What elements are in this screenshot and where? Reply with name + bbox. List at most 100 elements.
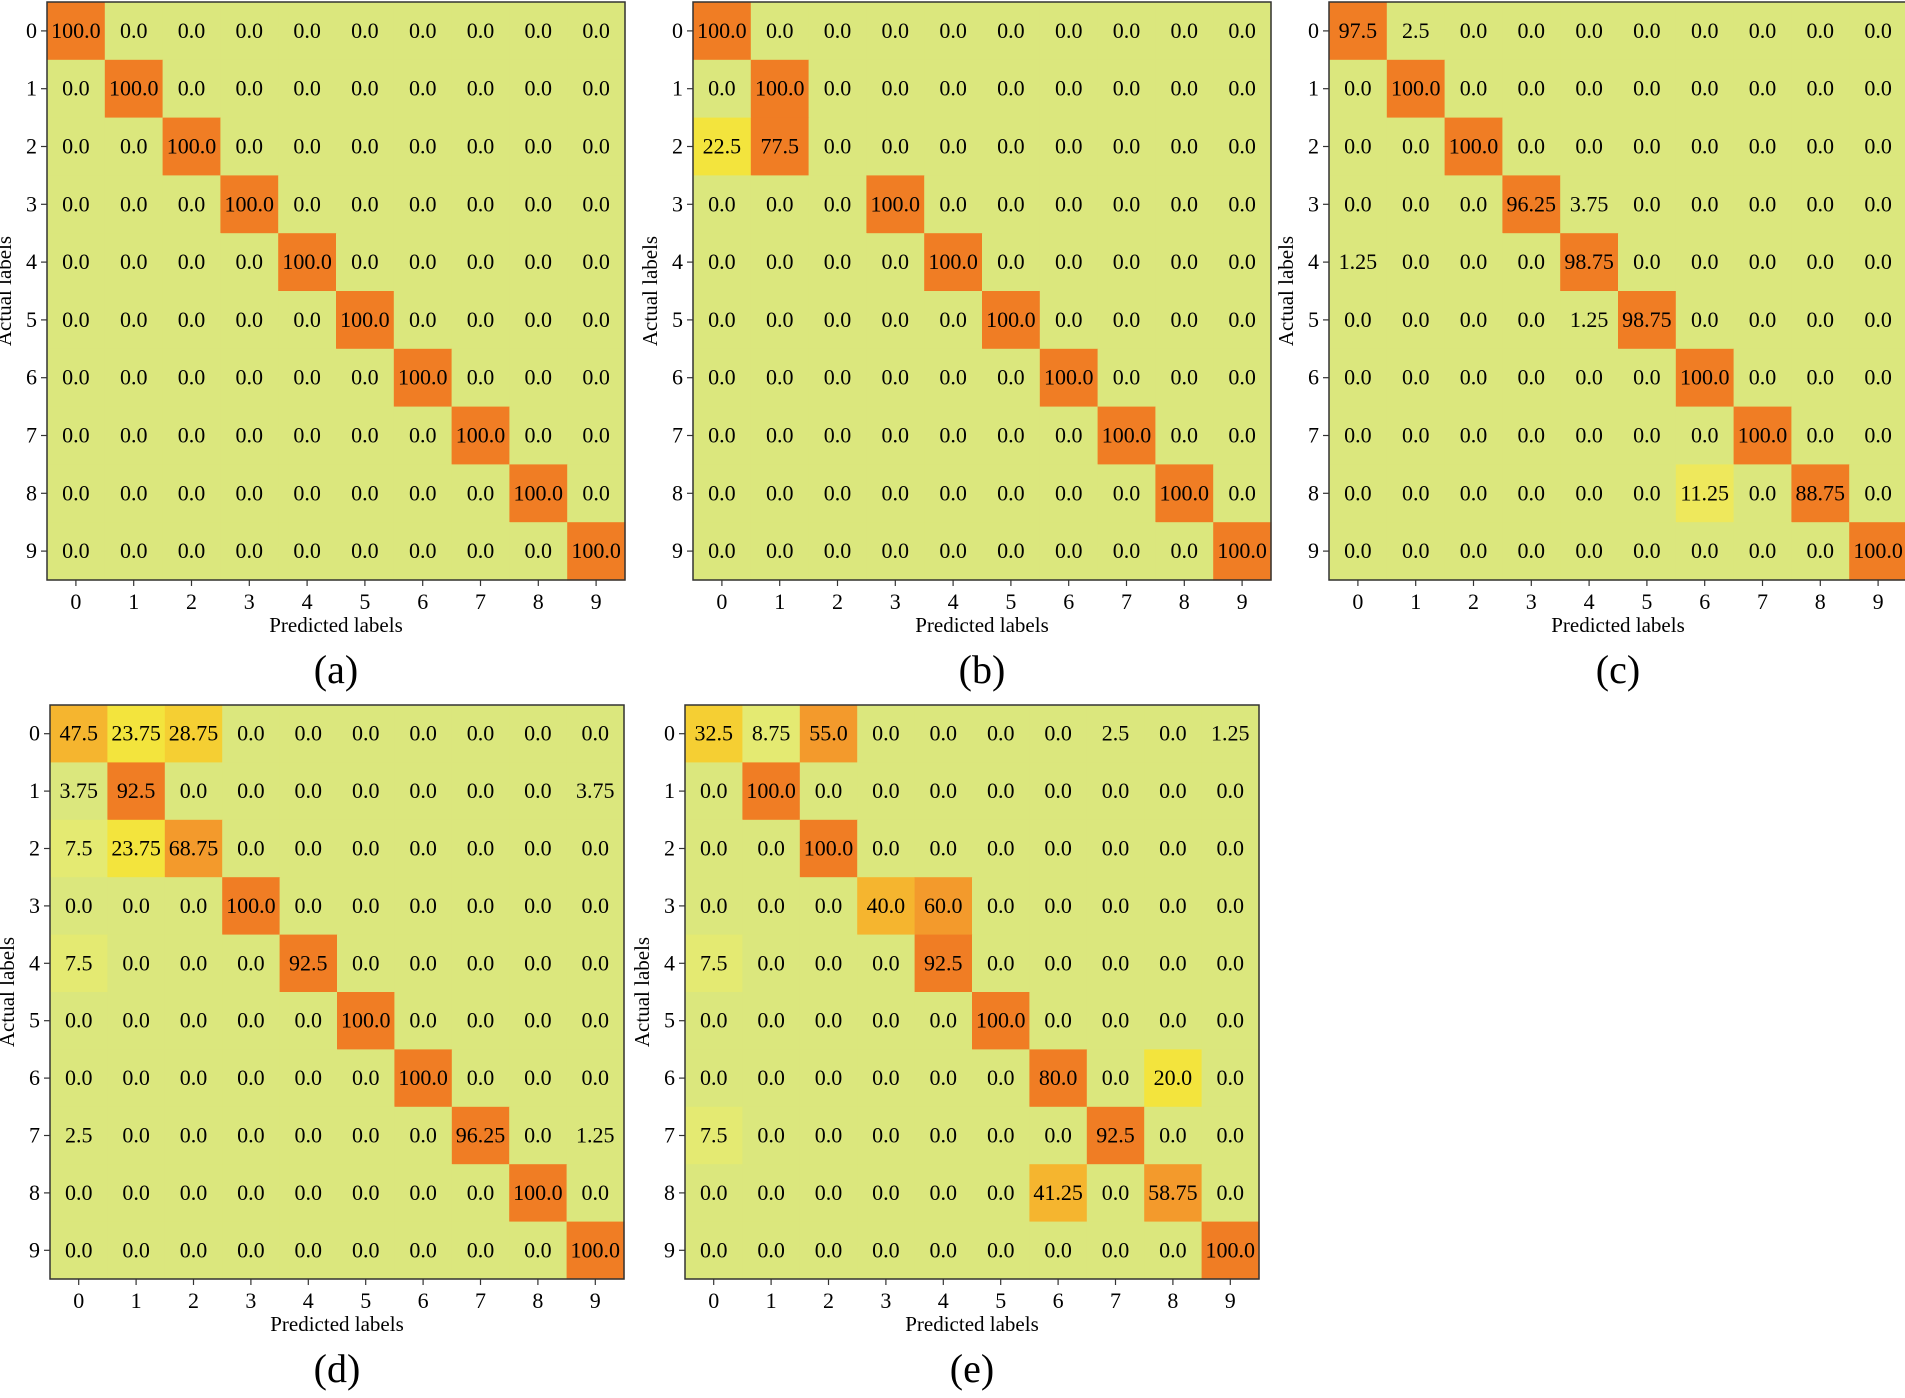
heatmap-cell (104, 522, 164, 581)
heatmap-cell (1144, 1221, 1203, 1280)
heatmap-cell (509, 464, 568, 523)
cell-value-label: 0.0 (295, 893, 323, 918)
heatmap-cell (50, 1164, 108, 1223)
y-tick-label: 8 (26, 480, 37, 505)
cell-value-label: 98.75 (1564, 249, 1614, 274)
heatmap-cell (164, 705, 223, 763)
cell-value-label: 0.0 (467, 1237, 495, 1262)
cell-value-label: 0.0 (1217, 1065, 1245, 1090)
heatmap-cell (972, 1106, 1030, 1165)
cell-value-label: 0.0 (766, 538, 794, 563)
heatmap-cell (866, 175, 925, 234)
cell-value-label: 0.0 (1113, 76, 1141, 101)
heatmap-cell (1560, 406, 1619, 465)
heatmap-cell (1201, 992, 1260, 1050)
cell-value-label: 0.0 (815, 778, 843, 803)
cell-value-label: 0.0 (180, 893, 208, 918)
heatmap-cell (567, 464, 626, 523)
cell-value-label: 0.0 (409, 836, 437, 861)
heatmap-cell (1329, 464, 1388, 523)
cell-value-label: 0.0 (467, 191, 495, 216)
x-tick-label: 7 (475, 589, 486, 614)
heatmap-cell (1029, 992, 1088, 1050)
cell-value-label: 0.0 (237, 721, 265, 746)
cell-value-label: 0.0 (120, 423, 148, 448)
cell-value-label: 0.0 (987, 721, 1015, 746)
cell-value-label: 0.0 (467, 893, 495, 918)
heatmap-cell (509, 819, 568, 878)
cell-value-label: 0.0 (467, 307, 495, 332)
cell-value-label: 0.0 (352, 836, 380, 861)
cell-value-label: 0.0 (1228, 76, 1256, 101)
cell-value-label: 100.0 (804, 836, 854, 861)
heatmap-cell (1201, 1164, 1260, 1223)
heatmap-cell (509, 2, 568, 61)
heatmap-cell (1675, 464, 1735, 523)
heatmap-cell (566, 1164, 625, 1223)
cell-value-label: 0.0 (997, 480, 1025, 505)
cell-value-label: 0.0 (1217, 1180, 1245, 1205)
heatmap-cell (164, 1106, 223, 1165)
heatmap-cell (336, 233, 395, 292)
heatmap-cell (1213, 348, 1272, 408)
cell-value-label: 0.0 (882, 423, 910, 448)
heatmap-cell (924, 348, 983, 408)
cell-value-label: 0.0 (1228, 480, 1256, 505)
cell-value-label: 0.0 (409, 950, 437, 975)
heatmap-cell (1849, 291, 1905, 350)
x-tick-label: 0 (708, 1288, 719, 1313)
heatmap-cell (914, 705, 973, 763)
cell-value-label: 0.0 (700, 836, 728, 861)
cell-value-label: 7.5 (700, 1123, 728, 1148)
heatmap-cell (164, 992, 223, 1050)
cell-value-label: 0.0 (1749, 480, 1777, 505)
cell-value-label: 0.0 (236, 76, 264, 101)
heatmap-cell (509, 348, 568, 408)
cell-value-label: 0.0 (293, 538, 321, 563)
cell-value-label: 0.0 (708, 307, 736, 332)
cell-value-label: 0.0 (467, 134, 495, 159)
cell-value-label: 0.0 (824, 307, 852, 332)
heatmap-cell (982, 464, 1041, 523)
cell-value-label: 0.0 (582, 365, 610, 390)
cell-value-label: 0.0 (409, 480, 437, 505)
heatmap-cell (685, 1164, 743, 1223)
cell-value-label: 0.0 (824, 18, 852, 43)
heatmap-cell (222, 762, 281, 821)
heatmap-cell (393, 2, 453, 61)
heatmap-cell (1444, 464, 1503, 523)
cell-value-label: 0.0 (1633, 76, 1661, 101)
cell-value-label: 0.0 (525, 423, 553, 448)
cell-value-label: 0.0 (1518, 480, 1546, 505)
heatmap-cell (1213, 464, 1272, 523)
x-tick-label: 8 (1179, 589, 1190, 614)
cell-value-label: 0.0 (409, 778, 437, 803)
cell-value-label: 0.0 (1044, 1123, 1072, 1148)
cell-value-label: 0.0 (1102, 1065, 1130, 1090)
heatmap-cell (279, 934, 338, 993)
heatmap-cell (1201, 705, 1260, 763)
heatmap-cell (1560, 464, 1619, 523)
heatmap-cell (750, 2, 810, 61)
heatmap-cell (742, 1049, 801, 1108)
cell-value-label: 0.0 (1159, 893, 1187, 918)
x-tick-label: 2 (186, 589, 197, 614)
heatmap-cell (107, 705, 166, 763)
heatmap-cell (1329, 348, 1388, 408)
heatmap-cell (693, 2, 752, 61)
cell-value-label: 0.0 (1113, 18, 1141, 43)
cell-value-label: 0.0 (815, 893, 843, 918)
cell-value-label: 0.0 (1102, 778, 1130, 803)
cell-value-label: 0.0 (65, 1237, 93, 1262)
heatmap-cell (750, 175, 810, 234)
heatmap-cell (1029, 819, 1088, 878)
x-tick-label: 6 (417, 589, 428, 614)
heatmap-cell (1618, 406, 1677, 465)
cell-value-label: 0.0 (1171, 134, 1199, 159)
heatmap-cell (750, 406, 810, 465)
heatmap-cell (1097, 406, 1156, 465)
heatmap-cell (509, 291, 568, 350)
heatmap-cell (1086, 1221, 1145, 1280)
cell-value-label: 0.0 (1344, 134, 1372, 159)
x-tick-label: 5 (359, 589, 370, 614)
